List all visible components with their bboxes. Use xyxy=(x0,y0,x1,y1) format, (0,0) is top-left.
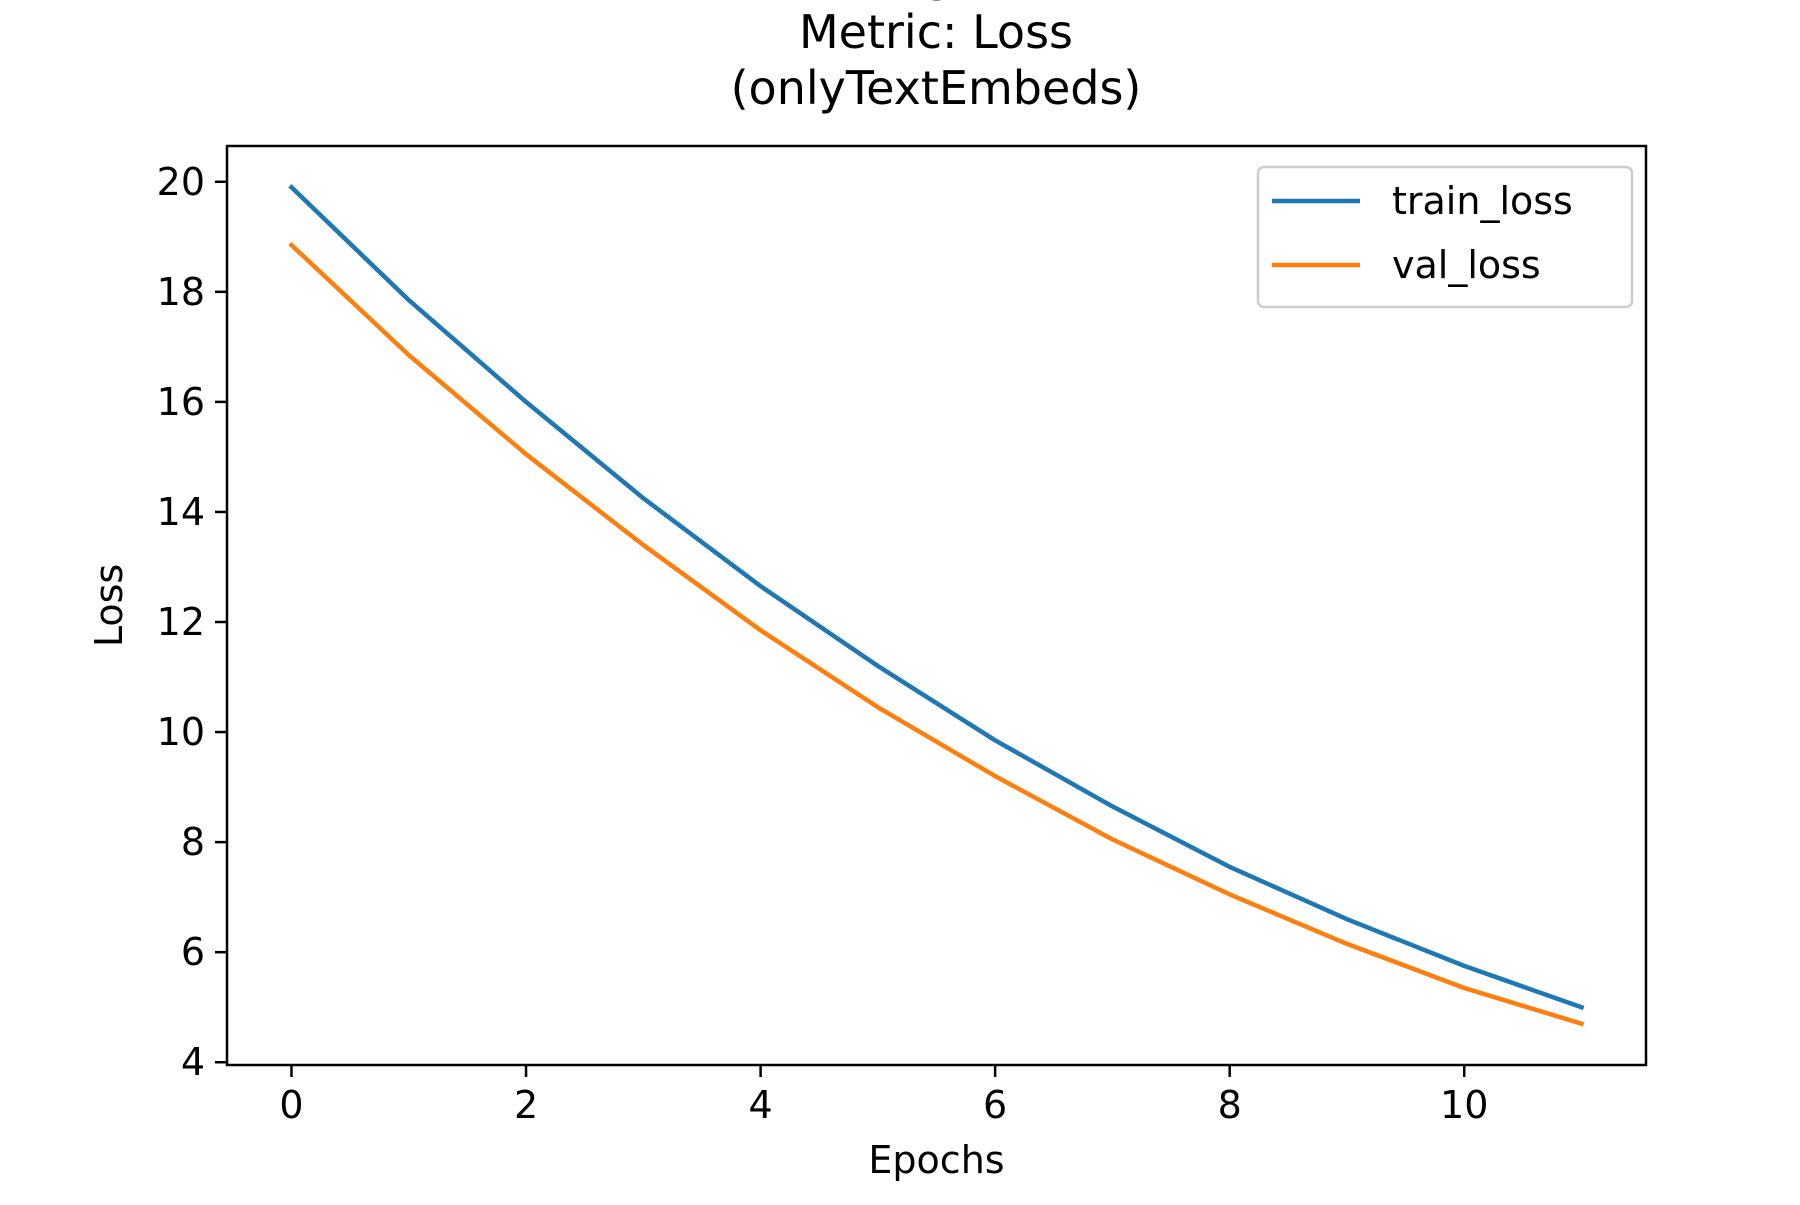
title-line-1: BiLSTM xyxy=(853,0,1020,11)
x-tick-label: 6 xyxy=(983,1083,1007,1127)
series-line-val-loss xyxy=(288,241,1585,1027)
y-tick-label: 20 xyxy=(157,160,205,204)
y-tick-label: 18 xyxy=(157,270,205,314)
legend-label-train-loss: train_loss xyxy=(1392,179,1573,223)
y-tick-label: 8 xyxy=(181,820,205,864)
x-tick-label: 8 xyxy=(1218,1083,1242,1127)
legend: train_loss val_loss xyxy=(1256,165,1634,309)
x-tick-label: 0 xyxy=(279,1083,303,1127)
y-axis-label: Loss xyxy=(87,564,131,647)
y-tick-label: 16 xyxy=(157,380,205,424)
legend-label-val-loss: val_loss xyxy=(1392,243,1541,287)
x-tick-label: 4 xyxy=(748,1083,772,1127)
y-tick-label: 6 xyxy=(181,930,205,974)
y-tick-label: 10 xyxy=(157,710,205,754)
x-axis-ticks: 0 2 4 6 8 10 xyxy=(279,1065,1488,1127)
y-axis-ticks: 4 6 8 10 12 14 16 18 20 xyxy=(157,160,227,1084)
x-axis-label: Epochs xyxy=(868,1138,1004,1182)
series-lines xyxy=(288,184,1585,1027)
plot-border xyxy=(225,144,1648,1067)
plot-frame xyxy=(225,144,1648,1067)
x-tick-label: 2 xyxy=(514,1083,538,1127)
y-tick-label: 12 xyxy=(157,600,205,644)
chart-title: BiLSTMMetric: Loss(onlyTextEmbeds) xyxy=(731,0,1142,115)
title-line-2: Metric: Loss xyxy=(799,5,1073,59)
y-tick-label: 14 xyxy=(157,490,205,534)
x-tick-label: 10 xyxy=(1440,1083,1488,1127)
series-line-train-loss xyxy=(288,184,1585,1011)
title-line-3: (onlyTextEmbeds) xyxy=(731,61,1142,115)
y-tick-label: 4 xyxy=(181,1040,205,1084)
